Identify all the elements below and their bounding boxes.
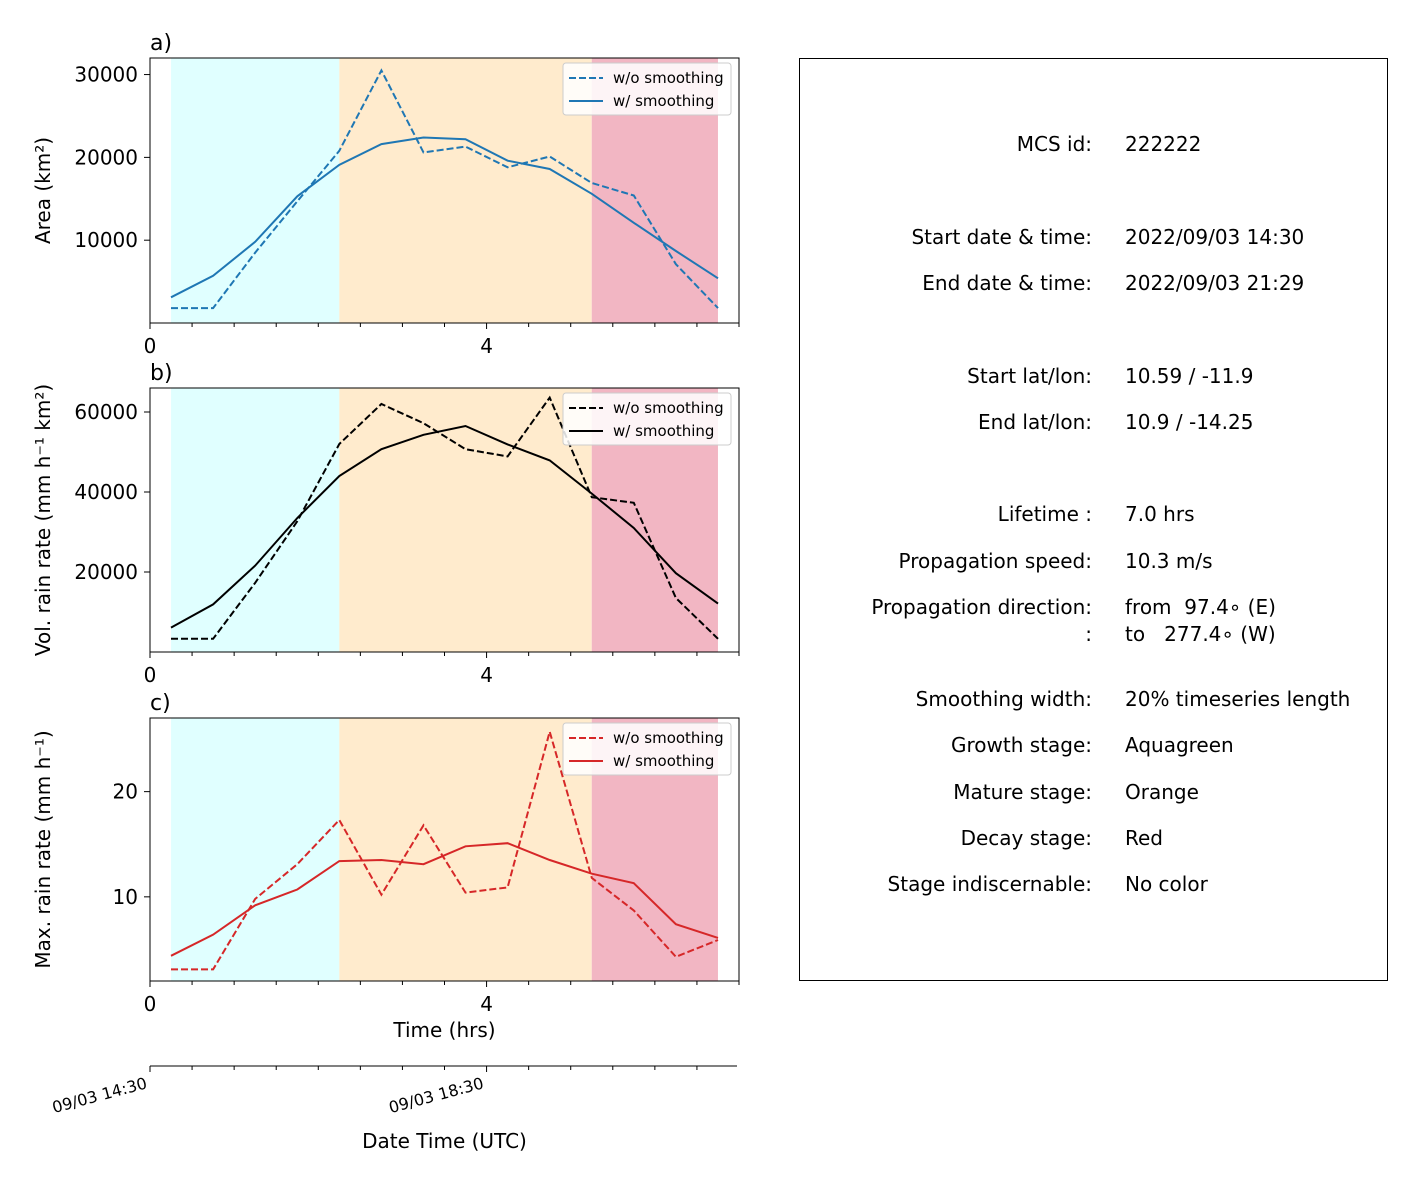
panel-1: 10000 20000 30000 0 4 a) Area (km²) w/o smoothi… (31, 31, 740, 358)
stage-span-mature (339, 388, 592, 652)
datetime-tick-label: 09/03 18:30 (387, 1074, 486, 1118)
info-row-mcs-id: MCS id: 222222 (800, 132, 1387, 156)
info-row-end-latlon: End lat/lon: 10.9 / -14.25 (800, 410, 1387, 434)
info-value: Orange (1125, 780, 1199, 804)
legend-label: w/ smoothing (613, 422, 714, 440)
smoothed-series-line (170, 136, 719, 299)
smoothed-series-line (170, 424, 719, 629)
x-axis-label: Time (hrs) (392, 1018, 495, 1042)
info-label: Start lat/lon: (967, 364, 1092, 388)
y-tick-label: 20000 (74, 145, 138, 169)
info-label: Propagation direction: (871, 595, 1092, 619)
legend-label: w/o smoothing (613, 399, 724, 417)
datetime-tick-label: 09/03 14:30 (50, 1074, 149, 1118)
info-label: End lat/lon: (978, 410, 1092, 434)
legend-label: w/o smoothing (613, 69, 724, 87)
x-tick-label: 4 (480, 663, 493, 687)
info-row-propagation-direction-to: : to 277.4∘ (W) (800, 622, 1387, 646)
y-tick-label: 10000 (74, 228, 138, 252)
panel-label: b) (150, 361, 173, 386)
info-value: Red (1125, 826, 1163, 850)
legend-box (562, 62, 732, 116)
unsmoothed-series-line (171, 727, 719, 971)
y-tick-label: 10 (113, 885, 138, 909)
info-row-start-latlon: Start lat/lon: 10.59 / -11.9 (800, 364, 1387, 388)
info-row-propagation-direction: Propagation direction: from 97.4∘ (E) (800, 595, 1387, 619)
y-axis-label: Max. rain rate (mm h⁻¹) (31, 730, 55, 968)
info-value: to 277.4∘ (W) (1125, 622, 1276, 646)
info-label: Start date & time: (911, 225, 1092, 249)
info-row-decay-stage: Decay stage: Red (800, 826, 1387, 850)
x-tick-label: 4 (480, 334, 493, 358)
info-value: 2022/09/03 14:30 (1125, 225, 1305, 249)
info-row-stage-indiscernable: Stage indiscernable: No color (800, 872, 1387, 896)
panel-3: 10 20 0 4 c) Max. rain rate (mm h⁻¹) Time (hrs… (31, 691, 740, 1042)
info-row-mature-stage: Mature stage: Orange (800, 780, 1387, 804)
stage-span-growth (171, 718, 340, 981)
info-row-smoothing-width: Smoothing width: 20% timeseries length (800, 687, 1387, 711)
info-value: 2022/09/03 21:29 (1125, 271, 1305, 295)
y-axis-label: Vol. rain rate (mm h⁻¹ km²) (31, 384, 55, 656)
x-tick-label: 0 (144, 334, 157, 358)
info-row-start-datetime: Start date & time: 2022/09/03 14:30 (800, 225, 1387, 249)
y-tick-label: 60000 (74, 400, 138, 424)
info-value: Aquagreen (1125, 733, 1234, 757)
legend-label: w/ smoothing (613, 92, 714, 110)
info-value: 10.59 / -11.9 (1125, 364, 1254, 388)
info-label: Smoothing width: (915, 687, 1092, 711)
info-value: 7.0 hrs (1125, 502, 1195, 526)
legend-box (562, 392, 732, 446)
y-tick-label: 20 (113, 780, 138, 804)
stage-span-growth (171, 58, 340, 323)
stage-span-mature (339, 718, 592, 981)
legend-box (562, 722, 732, 776)
info-value: No color (1125, 872, 1208, 896)
panel-label: a) (150, 31, 172, 56)
stage-span-growth (171, 388, 340, 652)
info-value: 222222 (1125, 132, 1202, 156)
mcs-info-panel: MCS id: 222222 Start date & time: 2022/0… (799, 58, 1388, 981)
y-axis-label: Area (km²) (31, 137, 55, 244)
x-tick-label: 0 (144, 992, 157, 1016)
unsmoothed-series-line (171, 395, 719, 640)
info-label: End date & time: (922, 271, 1092, 295)
panel-2: 20000 40000 60000 0 4 b) Vol. rain rate (mm h⁻… (31, 361, 740, 687)
info-row-growth-stage: Growth stage: Aquagreen (800, 733, 1387, 757)
y-tick-label: 20000 (74, 560, 138, 584)
info-label: Growth stage: (950, 733, 1092, 757)
info-label: : (1085, 622, 1092, 646)
info-value: from 97.4∘ (E) (1125, 595, 1276, 619)
y-tick-label: 30000 (74, 63, 138, 87)
info-label: Lifetime : (997, 502, 1092, 526)
info-value: 20% timeseries length (1125, 687, 1351, 711)
datetime-axis-label: Date Time (UTC) (362, 1129, 527, 1153)
smoothed-series-line (170, 842, 719, 957)
legend-label: w/ smoothing (613, 752, 714, 770)
info-value: 10.3 m/s (1125, 549, 1213, 573)
datetime-axis: 09/03 14:30 09/03 18:30 Date Time (UTC) (50, 1065, 737, 1153)
info-label: Propagation speed: (898, 549, 1092, 573)
info-row-lifetime: Lifetime : 7.0 hrs (800, 502, 1387, 526)
info-label: Stage indiscernable: (887, 872, 1092, 896)
unsmoothed-series-line (171, 68, 719, 310)
info-value: 10.9 / -14.25 (1125, 410, 1254, 434)
x-tick-label: 4 (480, 992, 493, 1016)
info-label: Decay stage: (960, 826, 1092, 850)
x-tick-label: 0 (144, 663, 157, 687)
y-tick-label: 40000 (74, 480, 138, 504)
info-label: Mature stage: (953, 780, 1092, 804)
stage-span-mature (339, 58, 592, 323)
panel-label: c) (150, 691, 171, 716)
info-row-propagation-speed: Propagation speed: 10.3 m/s (800, 549, 1387, 573)
info-label: MCS id: (1016, 132, 1092, 156)
info-row-end-datetime: End date & time: 2022/09/03 21:29 (800, 271, 1387, 295)
legend-label: w/o smoothing (613, 729, 724, 747)
